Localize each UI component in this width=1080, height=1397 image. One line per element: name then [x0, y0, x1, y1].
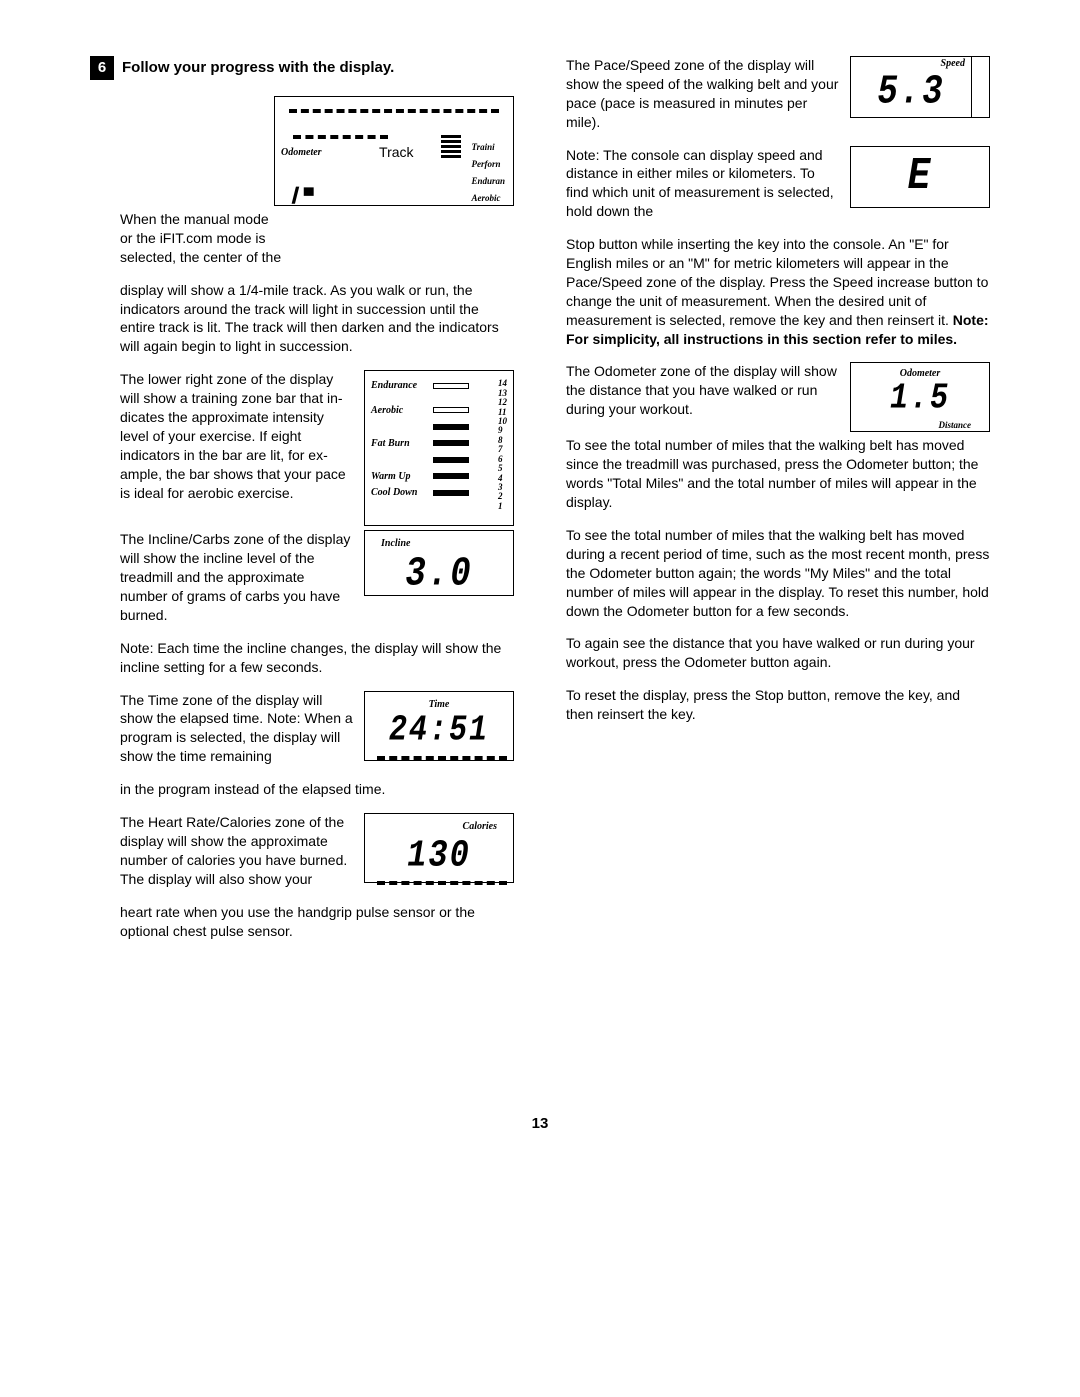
left-column: 6 Follow your progress with the display.…	[90, 56, 514, 954]
page-number: 13	[90, 1114, 990, 1134]
track-side-labels: Traini Perforn Enduran Aerobic	[471, 139, 505, 207]
figure-incline: Incline 3.0	[364, 530, 514, 596]
step-number-badge: 6	[90, 56, 114, 80]
figure-units: E	[850, 146, 990, 208]
step-header: 6 Follow your progress with the display.	[90, 56, 514, 80]
para-track-a: When the manual mode or the iFIT.com mod…	[120, 210, 282, 267]
track-odometer-label: Odometer	[279, 146, 322, 160]
figure-track: Odometer Track Traini Perforn Enduran Ae…	[274, 96, 514, 206]
para-incline-b: Note: Each time the incline changes, the…	[120, 639, 514, 677]
calories-value: 130	[375, 829, 503, 881]
two-column-layout: 6 Follow your progress with the display.…	[90, 56, 990, 954]
right-column: Speed 5.3 The Pace/Speed zone of the dis…	[566, 56, 990, 954]
para-total-miles: To see the total number of miles that th…	[566, 436, 990, 512]
figure-time: Time 24:51	[364, 691, 514, 761]
figure-speed: Speed 5.3	[850, 56, 990, 118]
para-odo-again: To again see the distance that you have …	[566, 634, 990, 672]
para-units-b: Stop button while inserting the key into…	[566, 235, 990, 348]
figure-calories: Calories 130	[364, 813, 514, 883]
para-track-b: display will show a 1/4-mile track. As y…	[120, 281, 514, 357]
incline-value: 3.0	[375, 548, 503, 603]
track-center-label: Track	[379, 143, 413, 162]
step-title: Follow your progress with the display.	[122, 58, 394, 78]
figure-odometer: Odometer 1.5 Distance	[850, 362, 990, 432]
para-calories-b: heart rate when you use the handgrip pul…	[120, 903, 514, 941]
para-time-b: in the program instead of the elapsed ti…	[120, 780, 514, 799]
para-reset: To reset the display, press the Stop but…	[566, 686, 990, 724]
speed-value: 5.3	[857, 66, 965, 121]
time-value: 24:51	[375, 707, 503, 756]
figure-training-zone: Endurance Aerobic x Fat Burn x Warm Up C…	[364, 370, 514, 526]
zone-scale: 1413 1211 109 87 65 43 21	[498, 379, 507, 511]
odometer-value: 1.5	[861, 375, 979, 424]
para-my-miles: To see the total number of miles that th…	[566, 526, 990, 620]
units-value: E	[908, 146, 933, 208]
